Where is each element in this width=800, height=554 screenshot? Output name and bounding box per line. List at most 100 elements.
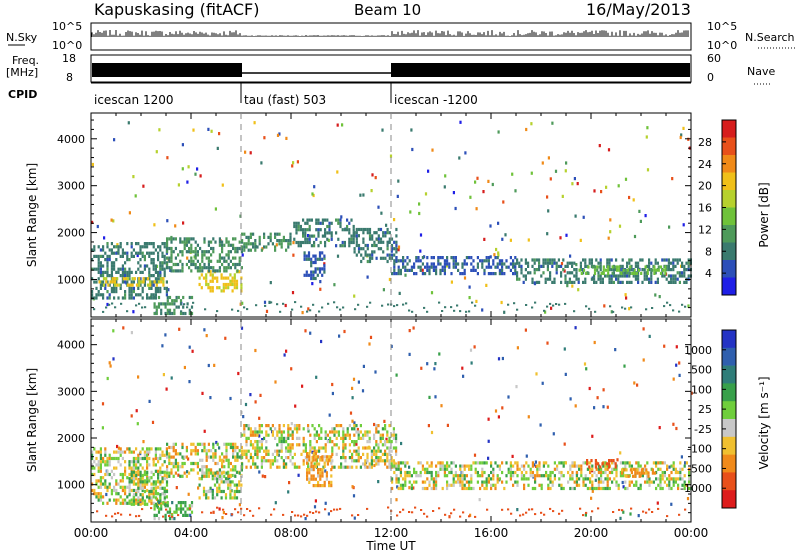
heatmap-cell xyxy=(234,442,237,446)
heatmap-cell xyxy=(180,310,183,313)
heatmap-cell xyxy=(166,302,169,306)
heatmap-cell xyxy=(417,461,420,465)
heatmap-cell xyxy=(97,463,100,467)
heatmap-cell xyxy=(454,265,457,269)
heatmap-cell xyxy=(148,270,151,274)
heatmap-cell xyxy=(331,449,334,453)
heatmap-cell xyxy=(395,480,398,484)
heatmap-cell xyxy=(165,450,168,454)
heatmap-cell xyxy=(324,501,327,505)
nave-tick-top: 60 xyxy=(707,52,721,65)
heatmap-cell xyxy=(395,462,398,466)
heatmap-cell xyxy=(523,464,526,468)
heatmap-cell xyxy=(608,477,611,481)
heatmap-cell xyxy=(132,488,135,493)
heatmap-cell xyxy=(179,299,183,303)
heatmap-cell xyxy=(490,265,493,269)
heatmap-cell xyxy=(325,477,328,481)
heatmap-cell xyxy=(534,301,537,304)
heatmap-cell xyxy=(296,465,299,469)
heatmap-cell xyxy=(238,246,241,251)
heatmap-cell xyxy=(454,259,457,263)
heatmap-cell xyxy=(263,449,266,453)
heatmap-cell xyxy=(212,455,215,459)
heatmap-cell xyxy=(677,486,680,491)
heatmap-cell xyxy=(404,474,407,478)
heatmap-cell xyxy=(170,269,173,273)
heatmap-cell xyxy=(275,243,278,247)
heatmap-cell xyxy=(368,234,372,238)
heatmap-cell xyxy=(368,430,371,434)
heatmap-cell xyxy=(399,483,402,487)
heatmap-cell xyxy=(258,424,261,428)
heatmap-cell xyxy=(678,271,681,275)
heatmap-cell xyxy=(309,433,312,437)
heatmap-cell xyxy=(661,274,664,278)
heatmap-cell xyxy=(366,440,369,444)
heatmap-cell xyxy=(475,299,478,303)
heatmap-cell xyxy=(157,447,160,451)
heatmap-cell xyxy=(124,450,127,454)
heatmap-cell xyxy=(166,465,169,469)
heatmap-cell xyxy=(139,477,142,481)
heatmap-cell xyxy=(171,515,174,518)
heatmap-cell xyxy=(573,261,576,265)
heatmap-cell xyxy=(166,452,169,456)
heatmap-cell xyxy=(168,256,171,260)
heatmap-cell xyxy=(377,205,380,209)
heatmap-cell xyxy=(247,459,250,463)
heatmap-cell xyxy=(374,176,377,180)
heatmap-cell xyxy=(353,427,356,431)
heatmap-cell xyxy=(198,496,201,500)
heatmap-cell xyxy=(485,477,488,481)
heatmap-cell xyxy=(388,253,391,257)
heatmap-cell xyxy=(512,272,515,276)
heatmap-cell xyxy=(227,458,230,462)
heatmap-cell xyxy=(426,486,429,491)
heatmap-cell xyxy=(97,466,100,470)
heatmap-cell xyxy=(453,508,456,511)
heatmap-cell xyxy=(571,486,574,491)
heatmap-cell xyxy=(108,453,111,457)
heatmap-cell xyxy=(536,474,539,478)
heatmap-cell xyxy=(171,517,174,521)
colorbar-tick-label: 25 xyxy=(698,403,712,416)
heatmap-cell xyxy=(584,461,587,465)
heatmap-cell xyxy=(141,482,144,486)
heatmap-cell xyxy=(172,250,175,254)
heatmap-cell xyxy=(393,218,396,222)
heatmap-cell xyxy=(119,267,122,271)
heatmap-cell xyxy=(234,468,237,472)
heatmap-cell xyxy=(481,265,484,269)
heatmap-cell xyxy=(168,471,171,475)
heatmap-cell xyxy=(269,235,272,239)
heatmap-cell xyxy=(234,508,237,511)
heatmap-cell xyxy=(402,262,405,266)
heatmap-cell xyxy=(179,452,182,456)
heatmap-cell xyxy=(254,440,257,444)
heatmap-cell xyxy=(232,465,235,469)
heatmap-cell xyxy=(639,219,642,223)
heatmap-cell xyxy=(490,470,493,475)
heatmap-cell xyxy=(323,267,326,271)
heatmap-cell xyxy=(556,464,559,468)
heatmap-cell xyxy=(211,273,214,277)
heatmap-cell xyxy=(119,286,122,290)
heatmap-cell xyxy=(353,294,356,298)
heatmap-cell xyxy=(137,486,140,490)
colorbar-swatch xyxy=(722,490,736,509)
heatmap-cell xyxy=(469,348,473,352)
heatmap-cell xyxy=(546,305,549,308)
heatmap-cell xyxy=(287,490,290,494)
heatmap-cell xyxy=(665,268,668,272)
heatmap-cell xyxy=(184,311,187,316)
heatmap-cell xyxy=(143,277,146,281)
heatmap-cell xyxy=(461,265,464,269)
heatmap-cell xyxy=(304,456,307,460)
heatmap-cell xyxy=(223,465,226,469)
heatmap-cell xyxy=(258,235,261,239)
heatmap-cell xyxy=(139,456,142,461)
heatmap-cell xyxy=(148,499,151,503)
heatmap-cell xyxy=(126,242,129,246)
